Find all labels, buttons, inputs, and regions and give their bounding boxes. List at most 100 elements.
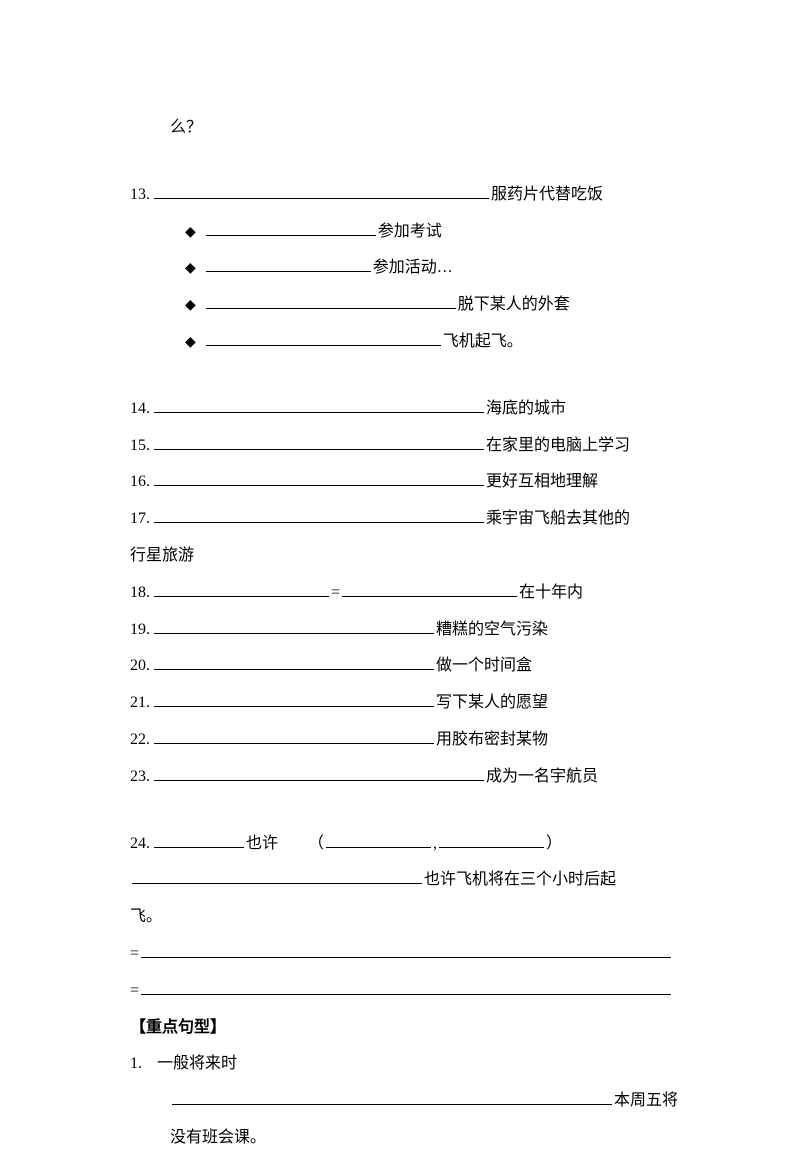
item-16: 16. 更好互相地理解: [130, 464, 684, 501]
fill-blank[interactable]: [154, 183, 489, 199]
fill-blank[interactable]: [141, 942, 671, 958]
item-24-eq2: =: [130, 973, 684, 1010]
continuation-text: 没有班会课。: [170, 1120, 266, 1157]
item-num: 14.: [130, 391, 150, 428]
item-14: 14. 海底的城市: [130, 391, 684, 428]
item-num: 21.: [130, 685, 150, 722]
item-num: 19.: [130, 612, 150, 649]
fill-blank[interactable]: [132, 868, 422, 884]
fill-blank[interactable]: [154, 397, 484, 413]
fill-blank[interactable]: [206, 293, 456, 309]
fill-blank[interactable]: [342, 581, 517, 597]
continuation-text: 行星旅游: [130, 538, 194, 575]
item-num: 20.: [130, 648, 150, 685]
section-title: 【重点句型】: [130, 1010, 226, 1047]
item-suffix: 也许飞机将在三个小时后起: [424, 862, 616, 899]
item-suffix: 在十年内: [519, 575, 583, 612]
fill-blank[interactable]: [154, 832, 244, 848]
item-num: 15.: [130, 428, 150, 465]
top-fragment: 么？: [170, 110, 202, 147]
item-suffix: 参加考试: [378, 214, 442, 251]
item-24-line2: 也许飞机将在三个小时后起: [130, 862, 684, 899]
item-24-line1: 24. 也许 （ , ）: [130, 826, 684, 863]
fill-blank[interactable]: [154, 728, 434, 744]
spacer: [130, 796, 684, 826]
fill-blank[interactable]: [154, 507, 484, 523]
fill-blank[interactable]: [141, 979, 671, 995]
lparen: （: [308, 826, 324, 863]
fill-blank[interactable]: [154, 618, 434, 634]
item-17: 17. 乘宇宙飞船去其他的: [130, 501, 684, 538]
item-suffix: 本周五将: [614, 1083, 678, 1120]
mid-text: 也许: [246, 826, 278, 863]
fill-blank[interactable]: [154, 434, 484, 450]
item-13-sub-1: ◆ 参加考试: [130, 214, 684, 251]
item-13: 13. 服药片代替吃饭: [130, 177, 684, 214]
item-num: 13.: [130, 177, 150, 214]
item-suffix: 写下某人的愿望: [436, 685, 548, 722]
rparen: ）: [546, 826, 562, 863]
section-item-1-line3: 没有班会课。: [130, 1120, 684, 1157]
fill-blank[interactable]: [154, 765, 484, 781]
item-23: 23. 成为一名宇航员: [130, 759, 684, 796]
item-15: 15. 在家里的电脑上学习: [130, 428, 684, 465]
diamond-icon: ◆: [185, 327, 196, 359]
item-suffix: 服药片代替吃饭: [491, 177, 603, 214]
fill-blank[interactable]: [439, 832, 544, 848]
item-17-cont: 行星旅游: [130, 538, 684, 575]
fill-blank[interactable]: [206, 220, 376, 236]
fill-blank[interactable]: [326, 832, 431, 848]
item-suffix: 海底的城市: [486, 391, 566, 428]
equals: =: [130, 936, 139, 973]
item-18: 18. = 在十年内: [130, 575, 684, 612]
fill-blank[interactable]: [206, 256, 371, 272]
item-19: 19. 糟糕的空气污染: [130, 612, 684, 649]
item-13-sub-4: ◆ 飞机起飞。: [130, 324, 684, 361]
item-21: 21. 写下某人的愿望: [130, 685, 684, 722]
item-24-eq1: =: [130, 936, 684, 973]
item-num: 17.: [130, 501, 150, 538]
item-num: 22.: [130, 722, 150, 759]
item-22: 22. 用胶布密封某物: [130, 722, 684, 759]
diamond-icon: ◆: [185, 290, 196, 322]
item-13-sub-2: ◆ 参加活动…: [130, 250, 684, 287]
fill-blank[interactable]: [154, 581, 329, 597]
spacer: [130, 361, 684, 391]
item-suffix: 脱下某人的外套: [458, 287, 570, 324]
fill-blank[interactable]: [154, 470, 484, 486]
section-item-1-line2: 本周五将: [130, 1083, 684, 1120]
item-suffix: 在家里的电脑上学习: [486, 428, 630, 465]
item-suffix: 糟糕的空气污染: [436, 612, 548, 649]
section-header: 【重点句型】: [130, 1010, 684, 1047]
item-num: 24.: [130, 826, 150, 863]
section-item-1: 1. 一般将来时: [130, 1046, 684, 1083]
item-label: 一般将来时: [157, 1046, 237, 1083]
document-content: 么？ 13. 服药片代替吃饭 ◆ 参加考试 ◆ 参加活动… ◆ 脱下某人的外套 …: [130, 110, 684, 1157]
equals: =: [331, 575, 340, 612]
diamond-icon: ◆: [185, 253, 196, 285]
item-24-line3: 飞。: [130, 899, 684, 936]
comma: ,: [433, 826, 437, 863]
spacer: [130, 147, 684, 177]
item-suffix: 参加活动…: [373, 250, 453, 287]
item-13-sub-3: ◆ 脱下某人的外套: [130, 287, 684, 324]
item-num: 18.: [130, 575, 150, 612]
item-suffix: 乘宇宙飞船去其他的: [486, 501, 630, 538]
fill-blank[interactable]: [154, 691, 434, 707]
item-suffix: 成为一名宇航员: [486, 759, 598, 796]
item-num: 23.: [130, 759, 150, 796]
item-num: 1.: [130, 1046, 142, 1083]
item-suffix: 更好互相地理解: [486, 464, 598, 501]
fill-blank[interactable]: [154, 654, 434, 670]
item-suffix: 做一个时间盒: [436, 648, 532, 685]
fill-blank[interactable]: [206, 330, 441, 346]
diamond-icon: ◆: [185, 217, 196, 249]
item-20: 20. 做一个时间盒: [130, 648, 684, 685]
item-num: 16.: [130, 464, 150, 501]
fill-blank[interactable]: [172, 1089, 612, 1105]
equals: =: [130, 973, 139, 1010]
top-fragment-line: 么？: [130, 110, 684, 147]
item-suffix: 飞机起飞。: [443, 324, 523, 361]
continuation-text: 飞。: [130, 899, 162, 936]
item-suffix: 用胶布密封某物: [436, 722, 548, 759]
